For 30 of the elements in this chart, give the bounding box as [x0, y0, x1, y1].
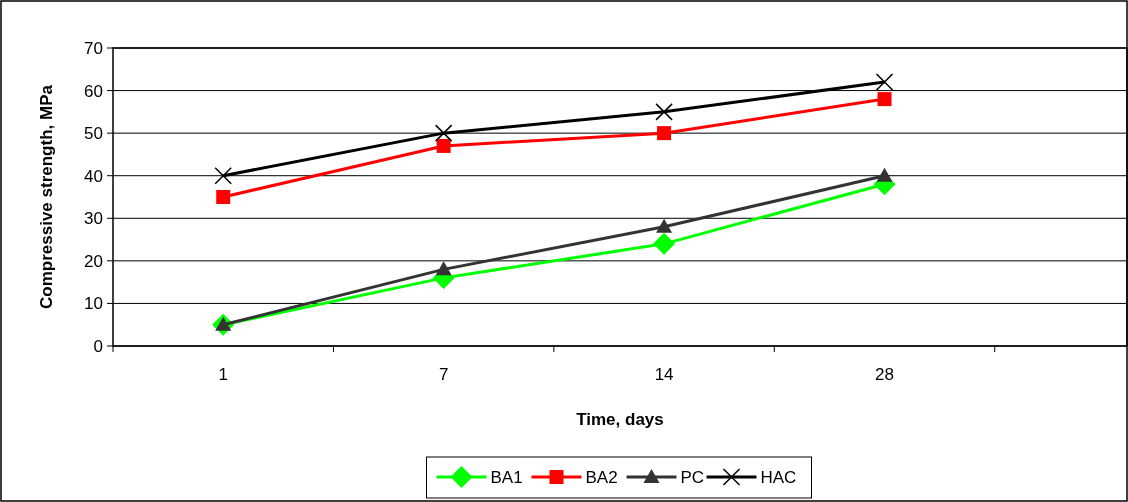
point [655, 103, 673, 121]
point [216, 190, 231, 204]
y-tick-label: 70 [84, 38, 103, 58]
point [656, 218, 673, 233]
x-tick-label: 1 [218, 365, 228, 384]
point [434, 124, 453, 142]
x-axis-title: Time, days [576, 410, 664, 429]
y-tick-label: 10 [84, 294, 103, 314]
x-tick-label: 7 [438, 365, 449, 384]
point [657, 126, 672, 141]
y-tick-label: 0 [93, 336, 103, 356]
x-tick-label: 28 [875, 365, 894, 384]
point [876, 167, 893, 182]
legend-label: PC [680, 467, 705, 487]
legend-label: HAC [760, 467, 797, 487]
point [875, 73, 894, 91]
legend-label: BA1 [490, 467, 523, 487]
y-axis-title: Compressive strength, MPa [37, 84, 56, 309]
y-tick-label: 60 [84, 81, 103, 101]
y-tick-label: 40 [84, 166, 103, 186]
y-tick-label: 20 [84, 251, 103, 271]
point [214, 166, 232, 185]
y-tick-label: 30 [84, 209, 103, 229]
point [653, 232, 676, 255]
legend-label: BA2 [585, 467, 618, 487]
y-tick-label: 50 [84, 124, 103, 144]
point [436, 138, 451, 153]
point [435, 261, 452, 276]
x-tick-label: 14 [654, 365, 674, 384]
point [877, 92, 892, 107]
